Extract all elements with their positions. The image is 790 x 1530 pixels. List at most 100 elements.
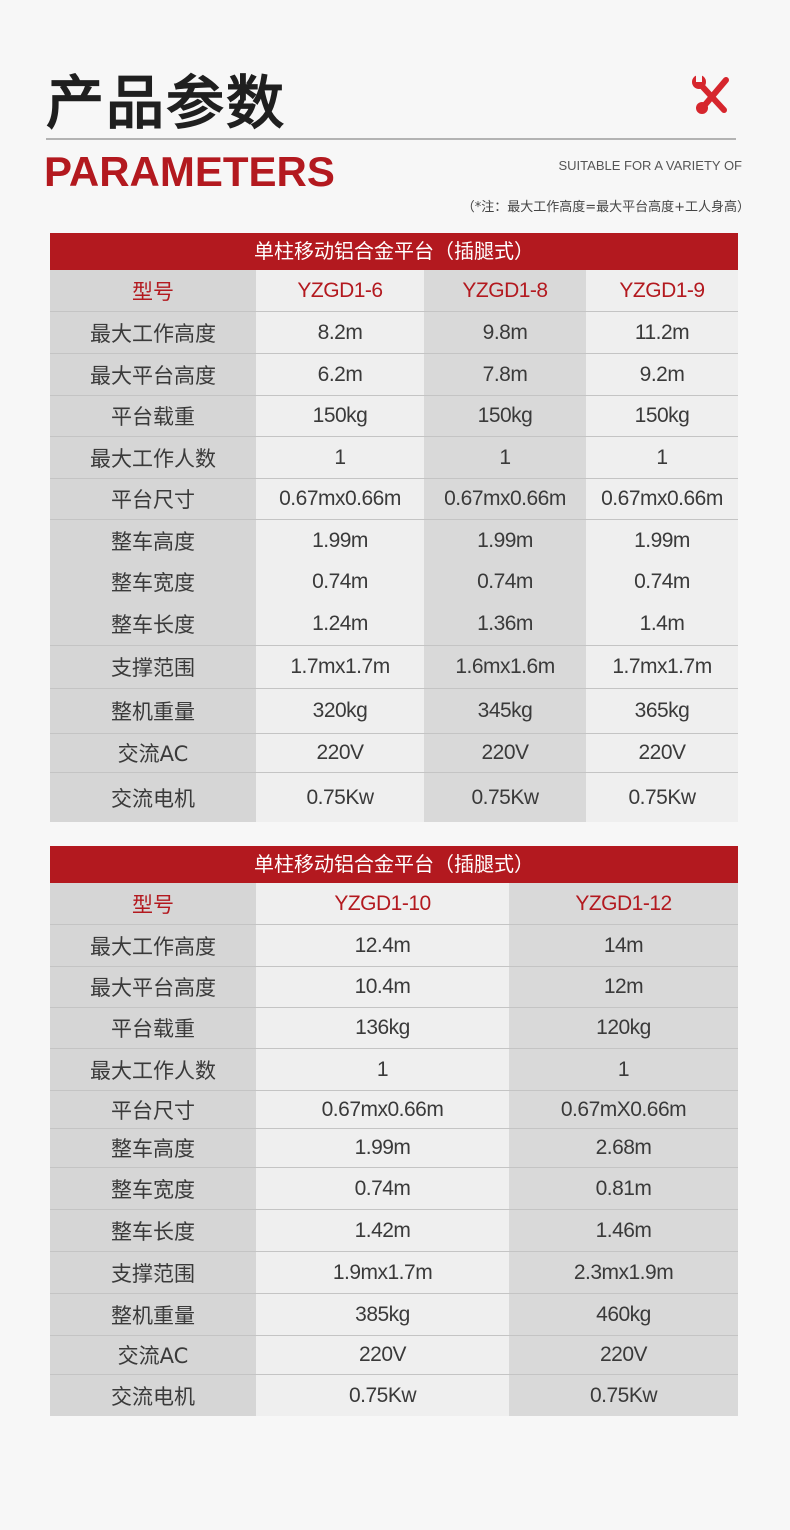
row-value: 150kg [424, 396, 586, 436]
row-value: 0.74m [586, 561, 738, 603]
row-label: 交流AC [50, 1336, 256, 1374]
tagline: SUITABLE FOR A VARIETY OF [558, 158, 743, 173]
row-value: 460kg [509, 1294, 738, 1335]
table-row: 交流AC 220V 220V [50, 1336, 738, 1375]
row-value: 1.42m [256, 1210, 509, 1251]
row-value: 120kg [509, 1008, 738, 1048]
row-value: 1.9mx1.7m [256, 1252, 509, 1293]
row-value: 0.67mx0.66m [256, 479, 424, 519]
row-value: 0.74m [256, 561, 424, 603]
spec-table-1: 单柱移动铝合金平台（插腿式） 型号 YZGD1-6 YZGD1-8 YZGD1-9 最大工… [50, 233, 738, 822]
row-value: 1.36m [424, 603, 586, 645]
table-row: 最大平台高度 6.2m 7.8m 9.2m [50, 354, 738, 396]
table-row: 整机重量 385kg 460kg [50, 1294, 738, 1336]
row-label: 整车长度 [50, 603, 256, 645]
row-label: 整车高度 [50, 1129, 256, 1167]
row-label: 最大工作高度 [50, 925, 256, 966]
row-value: 1.99m [256, 1129, 509, 1167]
table-row: 整车高度 1.99m 1.99m 1.99m [50, 520, 738, 561]
row-value: 6.2m [256, 354, 424, 395]
row-label: 最大工作人数 [50, 437, 256, 478]
table-row: 平台载重 136kg 120kg [50, 1008, 738, 1049]
row-value: 1.24m [256, 603, 424, 645]
row-value: 12.4m [256, 925, 509, 966]
row-label: 支撑范围 [50, 1252, 256, 1293]
row-value: 7.8m [424, 354, 586, 395]
table-row: 支撑范围 1.9mx1.7m 2.3mx1.9m [50, 1252, 738, 1294]
row-value: 10.4m [256, 967, 509, 1007]
row-label: 平台尺寸 [50, 1091, 256, 1128]
row-value: 1.4m [586, 603, 738, 645]
model-row: 型号 YZGD1-6 YZGD1-8 YZGD1-9 [50, 270, 738, 312]
row-value: 1.99m [586, 520, 738, 561]
row-value: 0.75Kw [256, 773, 424, 822]
row-label: 交流电机 [50, 1375, 256, 1416]
page-title: 产品参数 [46, 69, 287, 137]
row-label: 整车长度 [50, 1210, 256, 1251]
row-value: 2.68m [509, 1129, 738, 1167]
row-label: 整车高度 [50, 520, 256, 561]
table-row: 最大平台高度 10.4m 12m [50, 967, 738, 1008]
table-row: 平台载重 150kg 150kg 150kg [50, 396, 738, 437]
table-title: 单柱移动铝合金平台（插腿式） [50, 233, 738, 270]
table-row: 平台尺寸 0.67mx0.66m 0.67mx0.66m 0.67mx0.66m [50, 479, 738, 520]
row-label: 平台载重 [50, 396, 256, 436]
subtitle: PARAMETERS [44, 148, 335, 195]
row-value: 1 [256, 437, 424, 478]
row-value: 320kg [256, 689, 424, 733]
row-label: 整车宽度 [50, 1168, 256, 1209]
table-row: 支撑范围 1.7mx1.7m 1.6mx1.6m 1.7mx1.7m [50, 646, 738, 689]
row-value: 0.67mx0.66m [586, 479, 738, 519]
row-value: 0.81m [509, 1168, 738, 1209]
model-name: YZGD1-8 [424, 270, 586, 311]
row-value: 220V [256, 1336, 509, 1374]
row-value: 1 [586, 437, 738, 478]
row-value: 220V [586, 734, 738, 772]
row-value: 0.74m [424, 561, 586, 603]
row-value: 9.8m [424, 312, 586, 353]
row-label: 交流AC [50, 734, 256, 772]
row-value: 1.7mx1.7m [256, 646, 424, 688]
row-value: 220V [256, 734, 424, 772]
row-value: 1 [509, 1049, 738, 1090]
row-label: 平台载重 [50, 1008, 256, 1048]
row-label: 最大平台高度 [50, 354, 256, 395]
row-value: 0.74m [256, 1168, 509, 1209]
row-value: 0.67mX0.66m [509, 1091, 738, 1128]
row-value: 0.67mx0.66m [424, 479, 586, 519]
model-name: YZGD1-9 [586, 270, 738, 311]
table-row: 最大工作人数 1 1 [50, 1049, 738, 1091]
row-value: 12m [509, 967, 738, 1007]
row-value: 11.2m [586, 312, 738, 353]
table-row: 最大工作高度 12.4m 14m [50, 925, 738, 967]
row-value: 0.67mx0.66m [256, 1091, 509, 1128]
row-label: 整机重量 [50, 1294, 256, 1335]
table-row: 交流电机 0.75Kw 0.75Kw [50, 1375, 738, 1416]
row-value: 14m [509, 925, 738, 966]
row-value: 150kg [586, 396, 738, 436]
row-value: 1 [256, 1049, 509, 1090]
row-value: 2.3mx1.9m [509, 1252, 738, 1293]
row-value: 1 [424, 437, 586, 478]
table-row: 最大工作高度 8.2m 9.8m 11.2m [50, 312, 738, 354]
note: （*注：最大工作高度=最大平台高度+工人身高） [461, 200, 750, 215]
row-value: 0.75Kw [424, 773, 586, 822]
row-value: 136kg [256, 1008, 509, 1048]
model-row: 型号 YZGD1-10 YZGD1-12 [50, 883, 738, 925]
wrench-screwdriver-icon [692, 74, 729, 114]
row-label: 整机重量 [50, 689, 256, 733]
table-title: 单柱移动铝合金平台（插腿式） [50, 846, 738, 883]
row-value: 9.2m [586, 354, 738, 395]
table-row: 整车长度 1.42m 1.46m [50, 1210, 738, 1252]
row-value: 1.6mx1.6m [424, 646, 586, 688]
divider [46, 138, 736, 140]
row-value: 1.99m [424, 520, 586, 561]
spec-table-2: 单柱移动铝合金平台（插腿式） 型号 YZGD1-10 YZGD1-12 最大工作高度 12… [50, 846, 738, 1416]
row-value: 8.2m [256, 312, 424, 353]
table-row: 整车宽度 0.74m 0.81m [50, 1168, 738, 1210]
row-value: 0.75Kw [256, 1375, 509, 1416]
row-value: 1.46m [509, 1210, 738, 1251]
model-label: 型号 [50, 883, 256, 924]
model-name: YZGD1-12 [509, 883, 738, 924]
model-name: YZGD1-6 [256, 270, 424, 311]
